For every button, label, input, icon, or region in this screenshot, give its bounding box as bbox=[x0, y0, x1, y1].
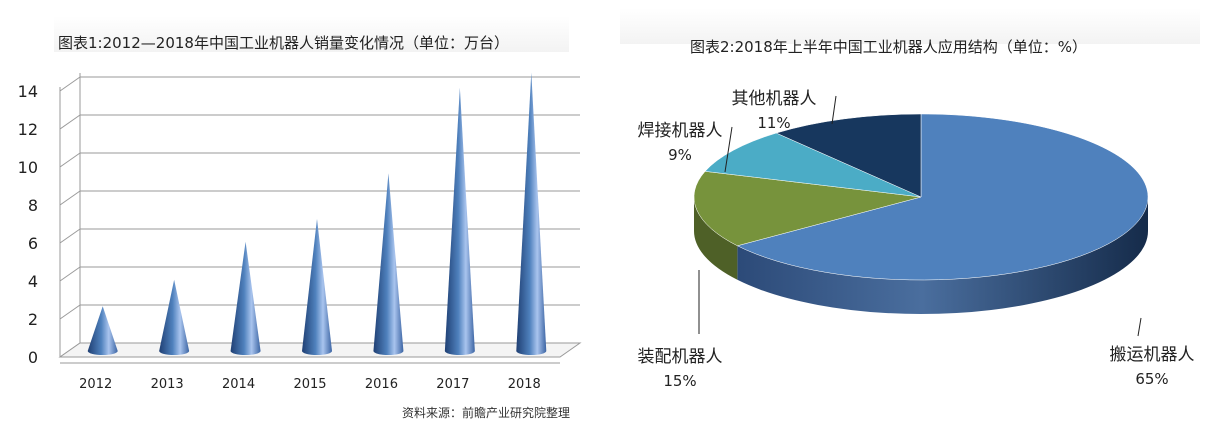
cone-bar-2013 bbox=[159, 279, 190, 355]
leader-line bbox=[724, 126, 733, 173]
sales-bar-chart: 0 2 4 6 8 10 12 14 2012 2013 2014 2015 2016 2017 2018 bbox=[18, 72, 582, 392]
sales-chart-panel: 图表1:2012—2018年中国工业机器人销量变化情况（单位：万台） 0 2 4 6 8… bbox=[0, 0, 600, 424]
structure-chart-title: 图表2:2018年上半年中国工业机器人应用结构（单位：%） bbox=[690, 38, 1088, 56]
cone-bar-body bbox=[444, 87, 475, 356]
x-tick-label: 2012 bbox=[79, 377, 112, 392]
pie-label: 其他机器人 bbox=[732, 89, 817, 109]
x-tick-label: 2015 bbox=[293, 377, 326, 392]
gridline-side bbox=[59, 152, 81, 168]
pie-slice-装配机器人 bbox=[693, 171, 922, 247]
pie-label: 搬运机器人 bbox=[1110, 345, 1195, 365]
x-tick-label: 2018 bbox=[508, 377, 541, 392]
gridline-side bbox=[59, 76, 81, 92]
cone-bar-2018 bbox=[516, 72, 547, 355]
gridline-side bbox=[59, 266, 81, 282]
pie-slice-其他机器人 bbox=[775, 113, 922, 198]
cone-bar-body bbox=[302, 218, 332, 355]
x-tick-label: 2016 bbox=[365, 377, 398, 392]
x-tick-label: 2013 bbox=[151, 377, 184, 392]
gridline-side bbox=[59, 114, 81, 130]
y-tick-label: 12 bbox=[18, 120, 38, 139]
leader-line bbox=[1137, 317, 1142, 337]
pie-side-搬运机器人 bbox=[737, 197, 1148, 314]
pie-slice-焊接机器人 bbox=[704, 132, 922, 198]
pie-side-装配机器人 bbox=[694, 197, 738, 280]
pie-slice-搬运机器人 bbox=[736, 113, 1149, 281]
x-tick-label: 2014 bbox=[222, 377, 255, 392]
x-tick-label: 2017 bbox=[436, 377, 469, 392]
y-tick-label: 14 bbox=[18, 82, 38, 101]
cone-bar-2015 bbox=[302, 218, 332, 355]
cone-bar-body bbox=[230, 241, 261, 355]
gridline-side bbox=[59, 304, 81, 320]
cone-bar-2016 bbox=[373, 173, 404, 355]
structure-chart-panel: 图表2:2018年上半年中国工业机器人应用结构（单位：%） 搬运机器人 65% 装配… bbox=[600, 0, 1216, 424]
source-note: 资料来源：前瞻产业研究院整理 bbox=[402, 406, 571, 420]
leader-line bbox=[831, 95, 837, 125]
pie-label: 装配机器人 bbox=[638, 347, 723, 367]
pie-value-label: 11% bbox=[757, 114, 790, 132]
cone-bar-body bbox=[516, 72, 547, 355]
sales-chart-title-background bbox=[54, 16, 569, 52]
cone-bar-2012 bbox=[87, 306, 118, 355]
gridline-side bbox=[59, 190, 81, 206]
structure-chart-title-background bbox=[620, 8, 1200, 44]
cone-bar-body bbox=[159, 279, 190, 355]
y-tick-label: 2 bbox=[28, 310, 38, 329]
pie-label: 焊接机器人 bbox=[638, 121, 723, 141]
y-tick-label: 0 bbox=[28, 348, 38, 367]
cone-bar-2017 bbox=[444, 87, 475, 356]
cone-bar-2014 bbox=[230, 241, 261, 355]
cone-bar-body bbox=[87, 306, 118, 355]
y-tick-label: 4 bbox=[28, 272, 38, 291]
pie-value-label: 65% bbox=[1135, 370, 1168, 388]
sales-chart-title: 图表1:2012—2018年中国工业机器人销量变化情况（单位：万台） bbox=[58, 34, 509, 52]
y-tick-label: 10 bbox=[18, 158, 38, 177]
y-tick-label: 6 bbox=[28, 234, 38, 253]
y-tick-label: 8 bbox=[28, 196, 38, 215]
structure-pie-chart: 搬运机器人 65% 装配机器人 15% 焊接机器人 9% 其他机器人 11% bbox=[638, 89, 1195, 390]
pie-value-label: 15% bbox=[663, 372, 696, 390]
cone-bar-body bbox=[373, 173, 404, 355]
gridline-side bbox=[59, 228, 81, 244]
pie-value-label: 9% bbox=[668, 146, 692, 164]
